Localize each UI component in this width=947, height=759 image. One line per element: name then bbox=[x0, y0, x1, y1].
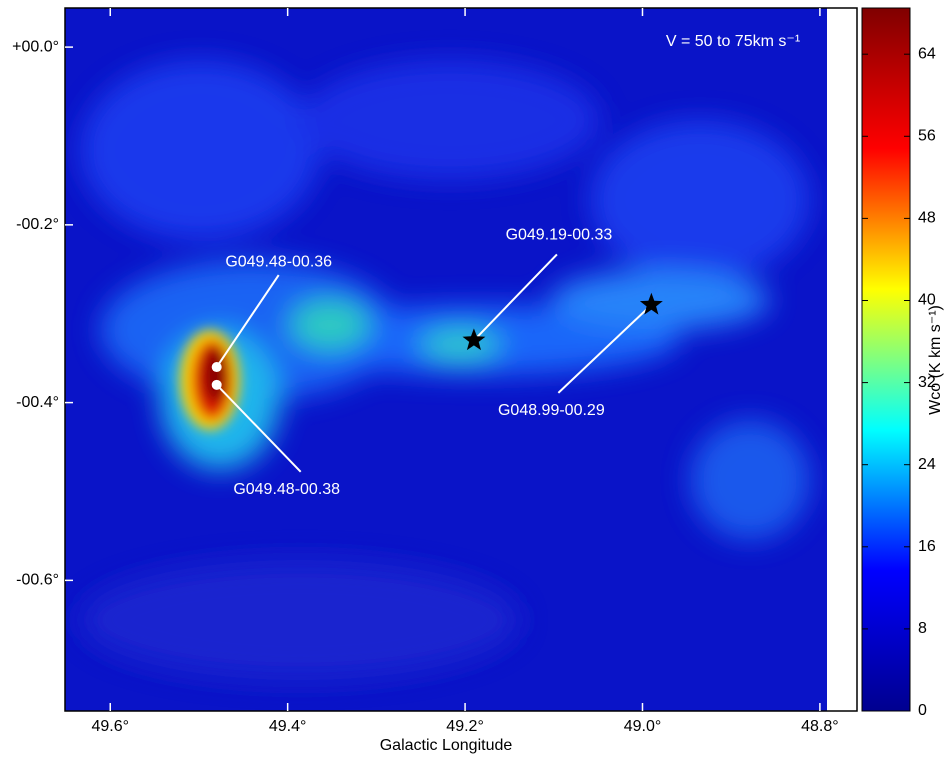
x-tick-label: 48.8° bbox=[801, 718, 839, 735]
source-label: G048.99-00.29 bbox=[498, 402, 605, 419]
annotation: V = 50 to 75km s⁻¹ bbox=[666, 33, 800, 50]
colorbar-tick-label: 32 bbox=[918, 374, 936, 391]
x-tick-label: 49.4° bbox=[269, 718, 307, 735]
colorbar-tick-label: 56 bbox=[918, 128, 936, 145]
colorbar-tick-label: 24 bbox=[918, 456, 936, 473]
source-marker bbox=[212, 380, 222, 390]
colorbar-tick-label: 0 bbox=[918, 702, 927, 719]
y-tick-label: +00.0° bbox=[12, 38, 59, 55]
x-tick-label: 49.0° bbox=[624, 718, 662, 735]
source-label: G049.48-00.38 bbox=[233, 481, 340, 498]
colorbar-tick-label: 48 bbox=[918, 210, 936, 227]
colorbar bbox=[862, 8, 910, 711]
colorbar-tick-label: 40 bbox=[918, 292, 936, 309]
y-tick-label: -00.6° bbox=[16, 572, 59, 589]
x-axis-label: Galactic Longitude bbox=[380, 737, 513, 754]
colorbar-tick-label: 64 bbox=[918, 45, 936, 62]
chart: V = 50 to 75km s⁻¹ Galactic Longitude Wc… bbox=[0, 0, 947, 759]
x-tick-label: 49.6° bbox=[91, 718, 129, 735]
colorbar-label: Wco (K km s⁻¹) bbox=[927, 305, 944, 415]
source-label: G049.48-00.36 bbox=[225, 253, 332, 270]
source-label: G049.19-00.33 bbox=[506, 227, 613, 244]
y-tick-label: -00.2° bbox=[16, 216, 59, 233]
y-tick-label: -00.4° bbox=[16, 394, 59, 411]
colorbar-tick-label: 8 bbox=[918, 620, 927, 637]
colorbar-tick-label: 16 bbox=[918, 538, 936, 555]
x-tick-label: 49.2° bbox=[446, 718, 484, 735]
source-marker bbox=[212, 362, 222, 372]
emission-map bbox=[65, 8, 827, 711]
